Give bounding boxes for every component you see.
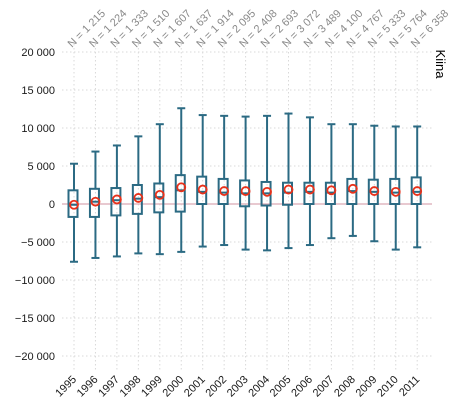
mean-marker — [412, 186, 423, 196]
grid-layer — [62, 40, 432, 370]
mean-marker — [176, 182, 187, 193]
x-tick-label: 2009 — [354, 374, 380, 400]
mean-marker — [390, 186, 401, 197]
mean-marker — [154, 189, 165, 200]
y-tick-label: −5 000 — [21, 237, 55, 249]
box-iqr — [282, 181, 293, 206]
mean-marker — [326, 185, 337, 196]
x-tick-label: 2004 — [246, 374, 272, 400]
y-tick-label: −15 000 — [15, 313, 55, 325]
panel-label: Kiina — [433, 50, 448, 80]
mean-marker — [283, 184, 294, 195]
mean-marker — [90, 196, 101, 207]
x-tick-label: 1997 — [96, 374, 122, 400]
mean-marker — [197, 184, 208, 195]
box-iqr — [174, 174, 186, 213]
mean-marker — [133, 193, 144, 203]
x-tick-label: 1995 — [53, 374, 79, 400]
y-tick-label: −20 000 — [15, 351, 55, 363]
mean-marker — [240, 186, 251, 196]
x-tick-label: 2000 — [161, 374, 187, 400]
x-tick-label: 2005 — [268, 374, 294, 400]
y-tick-label: −10 000 — [15, 275, 55, 287]
y-axis: 20 000 15 000 10 000 5 000 0 −5 000 −10 000 −15… — [15, 47, 55, 363]
mean-marker — [305, 184, 315, 195]
x-tick-label: 1998 — [118, 374, 144, 400]
mean-marker — [347, 183, 358, 194]
x-tick-label: 1999 — [139, 374, 165, 400]
x-tick-label: 2007 — [311, 374, 337, 400]
x-tick-label: 2006 — [289, 374, 315, 400]
y-tick-label: 5 000 — [27, 161, 55, 173]
x-tick-label: 2002 — [203, 374, 229, 400]
y-tick-label: 20 000 — [21, 47, 55, 59]
box-layer — [67, 107, 423, 263]
y-tick-label: 15 000 — [21, 85, 55, 97]
x-tick-label: 2011 — [397, 374, 422, 399]
mean-marker — [69, 199, 79, 210]
y-tick-label: 10 000 — [21, 123, 55, 135]
mean-marker — [262, 186, 272, 197]
x-tick-label: 2001 — [182, 374, 208, 400]
x-tick-label: 2008 — [332, 374, 358, 400]
mean-marker — [112, 194, 122, 205]
mean-marker — [219, 186, 230, 196]
x-tick-label: 2003 — [225, 374, 251, 400]
y-tick-label: 0 — [49, 199, 55, 211]
x-tick-label: 1996 — [75, 374, 101, 400]
box-iqr — [303, 181, 315, 206]
x-axis: 1995199619971998199920002001200220032004… — [53, 374, 422, 400]
x-tick-label: 2010 — [375, 374, 401, 400]
mean-marker — [369, 186, 380, 196]
